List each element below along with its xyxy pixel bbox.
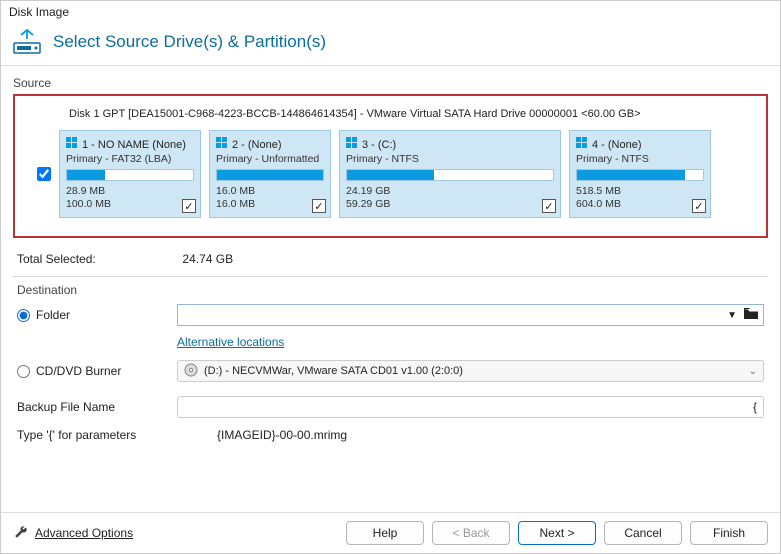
total-row: Total Selected: 24.74 GB xyxy=(1,238,780,276)
dvd-label-text: CD/DVD Burner xyxy=(36,364,121,378)
source-outline-box: Disk 1 GPT [DEA15001-C968-4223-BCCB-1448… xyxy=(13,94,768,238)
divider xyxy=(1,65,780,66)
source-section: Source Disk 1 GPT [DEA15001-C968-4223-BC… xyxy=(1,70,780,238)
drive-icon xyxy=(13,29,43,55)
partition-row: 1 - NO NAME (None) Primary - FAT32 (LBA) 2… xyxy=(29,130,752,218)
window-title: Disk Image xyxy=(9,5,69,19)
dvd-radio-label[interactable]: CD/DVD Burner xyxy=(17,364,177,378)
page-title: Select Source Drive(s) & Partition(s) xyxy=(53,32,326,52)
partition-title: 3 - (C:) xyxy=(362,139,396,151)
disk-checkbox-wrap xyxy=(29,130,59,218)
type-hint-label: Type '{' for parameters xyxy=(17,428,177,442)
partition-title: 2 - (None) xyxy=(232,139,282,151)
cancel-button[interactable]: Cancel xyxy=(604,521,682,545)
partition-checkbox[interactable]: ✓ xyxy=(312,199,326,213)
folder-browse-icon[interactable] xyxy=(743,307,759,323)
type-hint-row: Type '{' for parameters {IMAGEID}-00-00.… xyxy=(17,421,764,449)
window-titlebar: Disk Image xyxy=(1,1,780,23)
partition-stats: 28.9 MB100.0 MB xyxy=(66,185,194,211)
disk-checkbox[interactable] xyxy=(37,167,51,181)
dvd-radio[interactable] xyxy=(17,365,30,378)
usage-bar xyxy=(576,169,704,181)
folder-radio[interactable] xyxy=(17,309,30,322)
folder-combo[interactable]: ▼ xyxy=(177,304,764,326)
back-button[interactable]: < Back xyxy=(432,521,510,545)
wrench-icon xyxy=(13,524,29,543)
backup-filename-input[interactable]: { xyxy=(177,396,764,418)
partition-subtitle: Primary - Unformatted xyxy=(216,153,324,165)
folder-row: Folder ▼ xyxy=(17,301,764,329)
advanced-options-link[interactable]: Advanced Options xyxy=(13,524,133,543)
next-button[interactable]: Next > xyxy=(518,521,596,545)
destination-section: Destination Folder ▼ Alternative locatio… xyxy=(1,277,780,449)
dvd-row: CD/DVD Burner (D:) - NECVMWar, VMware SA… xyxy=(17,357,764,385)
dvd-select[interactable]: (D:) - NECVMWar, VMware SATA CD01 v1.00 … xyxy=(177,360,764,382)
partition-stats: 24.19 GB59.29 GB xyxy=(346,185,554,211)
partition-title: 1 - NO NAME (None) xyxy=(82,139,186,151)
windows-icon xyxy=(346,137,358,152)
backup-filename-value: { xyxy=(753,400,757,414)
backup-name-label: Backup File Name xyxy=(17,400,177,414)
advanced-options-text: Advanced Options xyxy=(35,526,133,540)
partition-stats: 518.5 MB604.0 MB xyxy=(576,185,704,211)
partition-checkbox[interactable]: ✓ xyxy=(542,199,556,213)
windows-icon xyxy=(216,137,228,152)
windows-icon xyxy=(66,137,78,152)
page-header: Select Source Drive(s) & Partition(s) xyxy=(1,23,780,61)
usage-bar xyxy=(216,169,324,181)
total-label: Total Selected: xyxy=(17,252,96,266)
usage-bar xyxy=(346,169,554,181)
dropdown-icon: ▼ xyxy=(727,310,737,321)
partition-panel[interactable]: 2 - (None) Primary - Unformatted 16.0 MB16… xyxy=(209,130,331,218)
finish-button[interactable]: Finish xyxy=(690,521,768,545)
source-label: Source xyxy=(13,76,768,90)
partition-checkbox[interactable]: ✓ xyxy=(692,199,706,213)
partition-subtitle: Primary - NTFS xyxy=(346,153,554,165)
partitions-container: 1 - NO NAME (None) Primary - FAT32 (LBA) 2… xyxy=(59,130,752,218)
backup-name-row: Backup File Name { xyxy=(17,393,764,421)
windows-icon xyxy=(576,137,588,152)
disc-icon xyxy=(184,363,198,380)
partition-title: 4 - (None) xyxy=(592,139,642,151)
total-value: 24.74 GB xyxy=(182,252,233,266)
usage-bar xyxy=(66,169,194,181)
disk-title: Disk 1 GPT [DEA15001-C968-4223-BCCB-1448… xyxy=(69,108,752,120)
partition-panel[interactable]: 4 - (None) Primary - NTFS 518.5 MB604.0 MB… xyxy=(569,130,711,218)
folder-label-text: Folder xyxy=(36,308,70,322)
help-button[interactable]: Help xyxy=(346,521,424,545)
footer: Advanced Options Help < Back Next > Canc… xyxy=(1,512,780,553)
destination-label: Destination xyxy=(17,283,764,297)
type-hint-value: {IMAGEID}-00-00.mrimg xyxy=(217,428,347,442)
partition-subtitle: Primary - FAT32 (LBA) xyxy=(66,153,194,165)
alternative-locations-link[interactable]: Alternative locations xyxy=(177,335,284,349)
partition-checkbox[interactable]: ✓ xyxy=(182,199,196,213)
dvd-value: (D:) - NECVMWar, VMware SATA CD01 v1.00 … xyxy=(204,365,463,377)
partition-subtitle: Primary - NTFS xyxy=(576,153,704,165)
chevron-down-icon: ⌄ xyxy=(749,366,757,377)
partition-stats: 16.0 MB16.0 MB xyxy=(216,185,324,211)
partition-panel[interactable]: 1 - NO NAME (None) Primary - FAT32 (LBA) 2… xyxy=(59,130,201,218)
partition-panel[interactable]: 3 - (C:) Primary - NTFS 24.19 GB59.29 GB✓ xyxy=(339,130,561,218)
folder-radio-label[interactable]: Folder xyxy=(17,308,177,322)
